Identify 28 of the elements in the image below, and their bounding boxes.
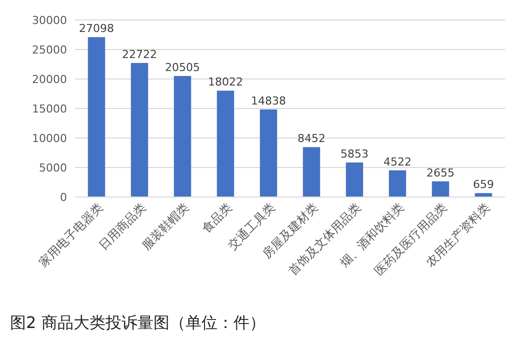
- y-tick-label: 20000: [32, 72, 67, 86]
- data-label: 8452: [298, 132, 326, 146]
- data-label: 18022: [208, 76, 243, 89]
- y-tick-label: 15000: [32, 102, 67, 116]
- bar: [346, 162, 364, 197]
- bar: [88, 37, 106, 197]
- bar: [302, 147, 320, 197]
- bar: [216, 90, 234, 197]
- caption: 图2 商品大类投诉量图（单位：件）: [10, 313, 266, 332]
- data-label: 22722: [122, 48, 157, 61]
- x-tick-label: 食品类: [199, 200, 235, 236]
- data-label: 659: [473, 178, 494, 192]
- y-tick-label: 10000: [32, 132, 67, 145]
- data-label: 14838: [251, 94, 286, 108]
- bar: [174, 76, 192, 197]
- data-label: 27098: [79, 22, 114, 36]
- bar: [130, 62, 148, 197]
- y-tick-label: 25000: [32, 43, 67, 56]
- y-tick-label: 5000: [39, 161, 67, 174]
- data-label: 2655: [426, 166, 454, 180]
- y-tick-label: 0: [60, 190, 67, 204]
- bar: [388, 170, 406, 197]
- y-tick-label: 30000: [32, 14, 67, 27]
- data-label: 5853: [340, 147, 368, 160]
- bar: [260, 109, 278, 197]
- bar: [432, 181, 450, 197]
- data-label: 4522: [384, 155, 412, 168]
- data-label: 20505: [165, 61, 200, 74]
